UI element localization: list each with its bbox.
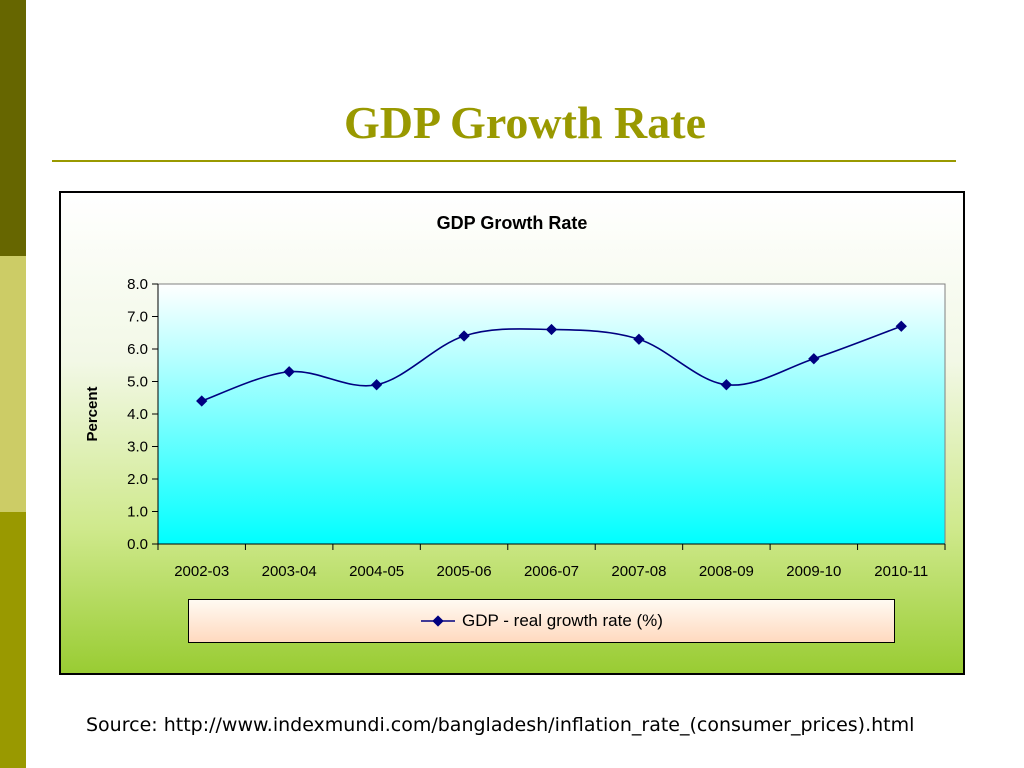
line-chart: 0.0 1.0 2.0 3.0 4.0 5.0 6.0 7.0 8.0 2002-03 2003-…: [84, 276, 946, 580]
x-tick-label: 2007-08: [611, 563, 666, 580]
data-point: [370, 379, 383, 391]
decor-bar-middle: [0, 256, 26, 512]
legend-marker-icon: [421, 615, 456, 627]
data-point: [545, 323, 558, 336]
x-tick-label: 2003-04: [262, 563, 317, 580]
data-point: [808, 353, 820, 365]
chart-container: GDP Growth Rate 0.0 1.0 2.0 3.0 4.0 5.0 6.0 7.0…: [59, 191, 965, 675]
x-tick-label: 2004-05: [349, 563, 404, 580]
plot-area: [157, 283, 946, 545]
y-tick-label: 7.0: [127, 309, 148, 326]
y-tick-label: 0.0: [127, 536, 148, 553]
series-layer: [196, 320, 907, 407]
x-tick-label: 2005-06: [437, 563, 492, 580]
data-point: [895, 320, 907, 332]
data-point: [633, 333, 645, 345]
decor-bar-top: [0, 0, 26, 256]
data-point: [196, 395, 208, 407]
y-tick-label: 2.0: [127, 471, 148, 488]
data-point: [458, 330, 470, 342]
legend: GDP - real growth rate (%): [188, 599, 895, 643]
x-tick-label: 2002-03: [174, 563, 229, 580]
x-axis: 2002-03 2003-04 2004-05 2005-06 2006-07 2007-…: [157, 543, 946, 580]
y-tick-label: 5.0: [127, 374, 148, 391]
x-tick-label: 2006-07: [524, 563, 579, 580]
decor-bar-bottom: [0, 512, 26, 768]
x-tick-label: 2008-09: [699, 563, 754, 580]
y-tick-label: 8.0: [127, 276, 148, 293]
legend-label: GDP - real growth rate (%): [462, 611, 663, 630]
y-axis: 0.0 1.0 2.0 3.0 4.0 5.0 6.0 7.0 8.0: [127, 276, 159, 553]
data-point: [720, 379, 733, 391]
y-tick-label: 4.0: [127, 406, 148, 423]
title-divider: [52, 160, 956, 162]
chart-title: GDP Growth Rate: [436, 213, 588, 233]
data-point: [283, 366, 295, 378]
y-tick-label: 3.0: [127, 439, 148, 456]
source-note: Source: http://www.indexmundi.com/bangla…: [86, 714, 915, 736]
x-tick-label: 2010-11: [874, 563, 928, 580]
y-tick-label: 6.0: [127, 341, 148, 358]
x-tick-label: 2009-10: [786, 563, 841, 580]
y-axis-label: Percent: [84, 386, 101, 441]
slide-title: GDP Growth Rate: [343, 97, 706, 148]
y-tick-label: 1.0: [127, 504, 148, 521]
